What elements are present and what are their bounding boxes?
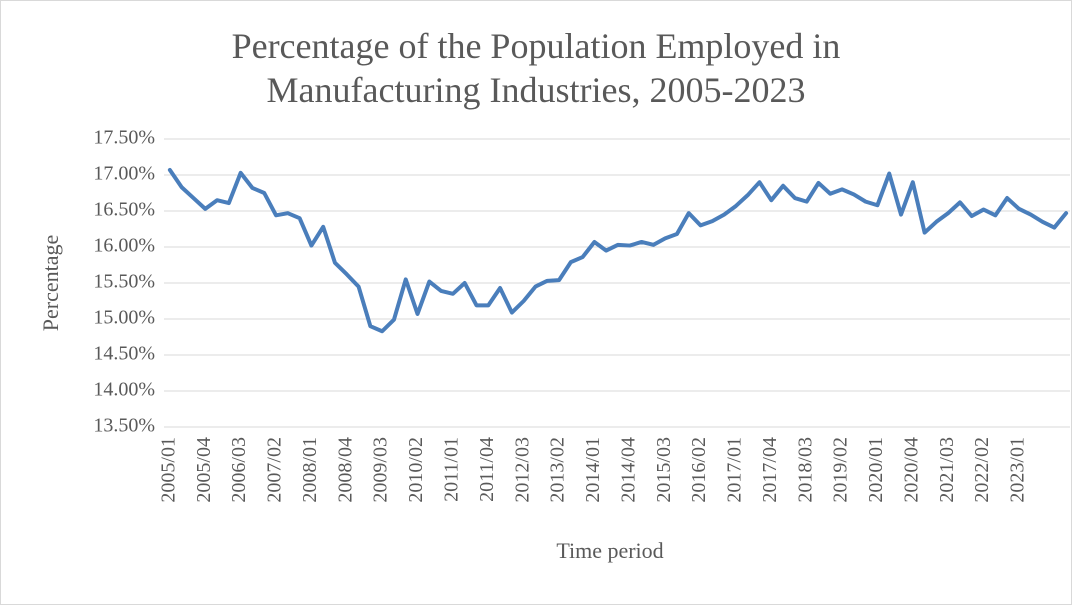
y-tick-label: 13.50%: [93, 415, 155, 437]
x-tick-label: 2021/03: [936, 437, 958, 503]
x-tick-label: 2019/02: [830, 437, 852, 503]
y-tick-label: 17.00%: [93, 163, 155, 185]
x-tick-label: 2020/01: [865, 437, 887, 503]
x-tick-label: 2007/02: [264, 437, 286, 503]
x-tick-label: 2006/03: [228, 437, 250, 503]
x-tick-label: 2008/01: [299, 437, 321, 503]
chart-title: Percentage of the Population Employed in…: [232, 26, 841, 110]
data-line: [167, 167, 1069, 334]
x-tick-label: 2017/01: [724, 437, 746, 503]
x-tick-label: 2013/02: [547, 437, 569, 503]
y-tick-label: 16.00%: [93, 235, 155, 257]
x-tick-label: 2012/03: [511, 437, 533, 503]
y-axis-label: Percentage: [38, 235, 63, 332]
y-tick-label: 17.50%: [93, 127, 155, 149]
x-tick-label: 2015/03: [653, 437, 675, 503]
x-tick-label: 2018/03: [794, 437, 816, 503]
x-tick-label: 2010/02: [405, 437, 427, 503]
x-tick-label: 2011/04: [476, 437, 498, 502]
y-tick-label: 15.50%: [93, 271, 155, 293]
x-axis-label: Time period: [556, 538, 663, 563]
x-tick-label: 2017/04: [759, 437, 781, 503]
x-tick-label: 2009/03: [370, 437, 392, 503]
x-tick-label: 2005/04: [193, 437, 215, 503]
x-tick-label: 2016/02: [688, 437, 710, 503]
x-tick-label: 2008/04: [334, 437, 356, 503]
x-tick-label: 2022/02: [971, 437, 993, 503]
x-tick-label: 2014/04: [617, 437, 639, 503]
x-tick-label: 2023/01: [1007, 437, 1029, 503]
y-tick-label: 14.00%: [93, 379, 155, 401]
y-tick-label: 16.50%: [93, 199, 155, 221]
x-tick-label: 2011/01: [441, 437, 463, 502]
x-tick-label: 2014/01: [582, 437, 604, 503]
y-tick-label: 14.50%: [93, 343, 155, 365]
x-tick-label: 2005/01: [157, 437, 179, 503]
x-tick-label: 2020/04: [900, 437, 922, 503]
y-tick-label: 15.00%: [93, 307, 155, 329]
